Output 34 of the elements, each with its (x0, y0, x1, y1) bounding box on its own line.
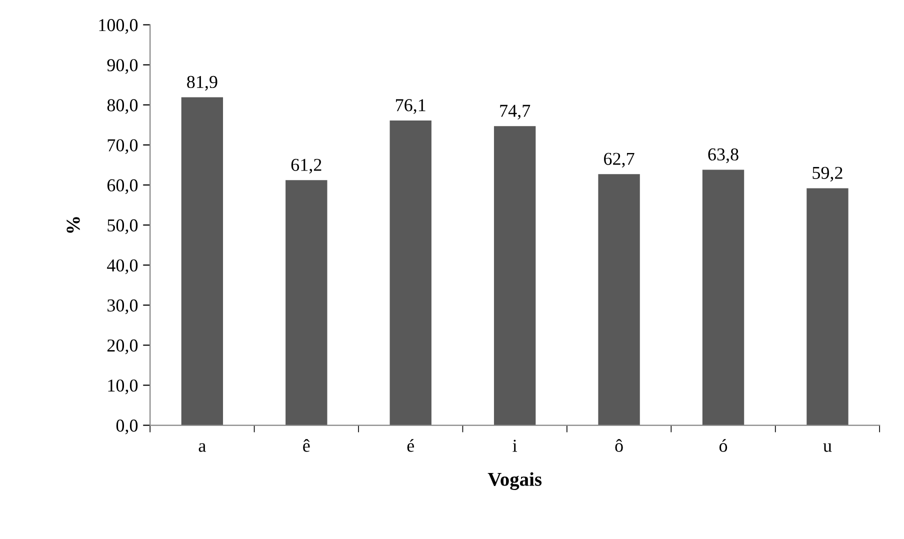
data-label: 61,2 (291, 158, 322, 174)
bar (806, 188, 848, 426)
bar (494, 126, 536, 426)
x-axis-title: Vogais (488, 472, 542, 490)
bar (390, 120, 432, 426)
data-label: 59,2 (812, 166, 842, 182)
y-tick-label: 90,0 (107, 59, 138, 74)
bar (702, 170, 744, 426)
bar (286, 180, 328, 426)
x-tick-label: u (823, 443, 832, 452)
x-tick-label: ê (303, 439, 310, 452)
y-tick-label: 30,0 (108, 299, 138, 314)
y-tick-label: 20,0 (107, 339, 138, 354)
y-tick-label: 80,0 (107, 99, 138, 114)
data-label: 63,8 (708, 148, 738, 164)
x-tick-label: ó (719, 439, 728, 452)
data-label: 81,9 (187, 76, 218, 91)
y-tick-label: 40,0 (107, 259, 138, 274)
y-tick-label: 0,0 (116, 420, 138, 434)
bar (181, 97, 224, 426)
y-tick-label: 100,0 (99, 19, 138, 34)
y-tick-label: 50,0 (108, 219, 138, 234)
x-tick-label: i (512, 440, 517, 452)
x-tick-label: é (407, 439, 414, 452)
data-label: 62,7 (604, 152, 634, 168)
y-tick-label: 60,0 (107, 179, 138, 194)
y-axis-title: % (66, 217, 80, 233)
y-tick-label: 10,0 (108, 379, 138, 394)
x-tick-label: ô (615, 439, 623, 452)
x-tick-label: a (198, 443, 206, 452)
data-label: 74,7 (500, 104, 530, 120)
y-tick-label: 70,0 (108, 139, 138, 154)
data-label: 76,1 (396, 99, 426, 114)
bar (598, 174, 640, 426)
